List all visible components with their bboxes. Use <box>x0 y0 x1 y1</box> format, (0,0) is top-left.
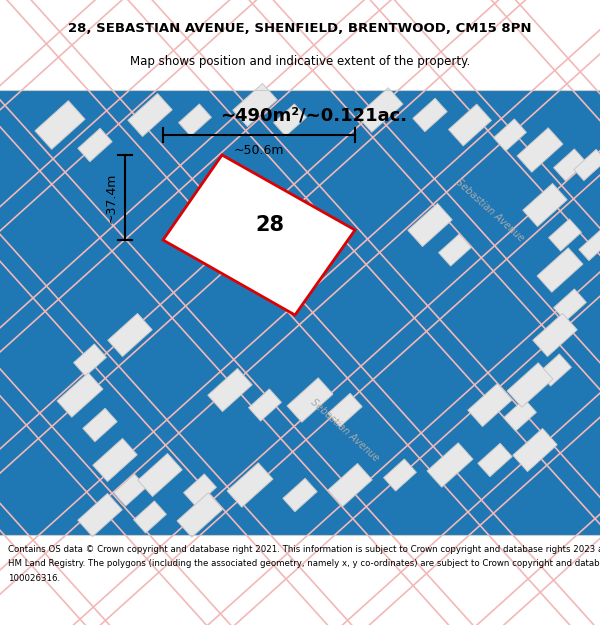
Polygon shape <box>478 443 512 477</box>
Bar <box>0 0 600 90</box>
Bar <box>0 90 600 535</box>
Polygon shape <box>78 128 112 162</box>
Polygon shape <box>227 462 273 508</box>
Polygon shape <box>113 474 146 506</box>
Polygon shape <box>507 362 553 408</box>
Polygon shape <box>177 492 223 538</box>
Polygon shape <box>233 84 277 126</box>
Polygon shape <box>283 478 317 512</box>
Polygon shape <box>134 501 166 533</box>
Text: 28: 28 <box>256 215 284 235</box>
Polygon shape <box>208 369 252 411</box>
Polygon shape <box>537 248 583 292</box>
Polygon shape <box>554 149 586 181</box>
Polygon shape <box>163 155 355 315</box>
Polygon shape <box>328 464 372 506</box>
Polygon shape <box>128 94 172 136</box>
Polygon shape <box>274 104 307 136</box>
Text: ~50.6m: ~50.6m <box>234 144 284 158</box>
Polygon shape <box>248 389 281 421</box>
Text: Map shows position and indicative extent of the property.: Map shows position and indicative extent… <box>130 55 470 68</box>
Bar <box>0 535 600 625</box>
Polygon shape <box>287 378 333 423</box>
Polygon shape <box>468 384 512 426</box>
Polygon shape <box>408 204 452 246</box>
Polygon shape <box>357 88 403 132</box>
Polygon shape <box>533 314 577 356</box>
Polygon shape <box>554 289 586 321</box>
Polygon shape <box>35 101 85 149</box>
Polygon shape <box>179 104 211 136</box>
Polygon shape <box>513 429 557 471</box>
Polygon shape <box>494 119 526 151</box>
Text: Sebastian Avenue: Sebastian Avenue <box>309 397 381 463</box>
Polygon shape <box>108 314 152 356</box>
Polygon shape <box>548 219 581 251</box>
Polygon shape <box>574 149 600 181</box>
Polygon shape <box>57 372 103 418</box>
Polygon shape <box>539 354 571 386</box>
Polygon shape <box>413 98 447 132</box>
Polygon shape <box>138 454 182 496</box>
Text: Sebastian Avenue: Sebastian Avenue <box>454 177 526 243</box>
Polygon shape <box>383 459 416 491</box>
Bar <box>0 90 600 535</box>
Polygon shape <box>579 229 600 261</box>
Polygon shape <box>517 127 563 172</box>
Polygon shape <box>503 399 536 431</box>
Polygon shape <box>74 344 106 376</box>
Polygon shape <box>328 393 362 427</box>
Text: ~37.4m: ~37.4m <box>104 173 118 222</box>
Polygon shape <box>427 442 473 488</box>
Polygon shape <box>93 439 137 481</box>
Polygon shape <box>439 234 472 266</box>
Text: 100026316.: 100026316. <box>8 574 60 583</box>
Polygon shape <box>78 494 122 536</box>
Text: ~490m²/~0.121ac.: ~490m²/~0.121ac. <box>220 106 407 124</box>
Text: Contains OS data © Crown copyright and database right 2021. This information is : Contains OS data © Crown copyright and d… <box>8 545 600 554</box>
Text: 28, SEBASTIAN AVENUE, SHENFIELD, BRENTWOOD, CM15 8PN: 28, SEBASTIAN AVENUE, SHENFIELD, BRENTWO… <box>68 22 532 35</box>
Text: HM Land Registry. The polygons (including the associated geometry, namely x, y c: HM Land Registry. The polygons (includin… <box>8 559 600 569</box>
Polygon shape <box>523 184 567 226</box>
Polygon shape <box>184 474 217 506</box>
Polygon shape <box>449 104 491 146</box>
Polygon shape <box>83 408 117 442</box>
